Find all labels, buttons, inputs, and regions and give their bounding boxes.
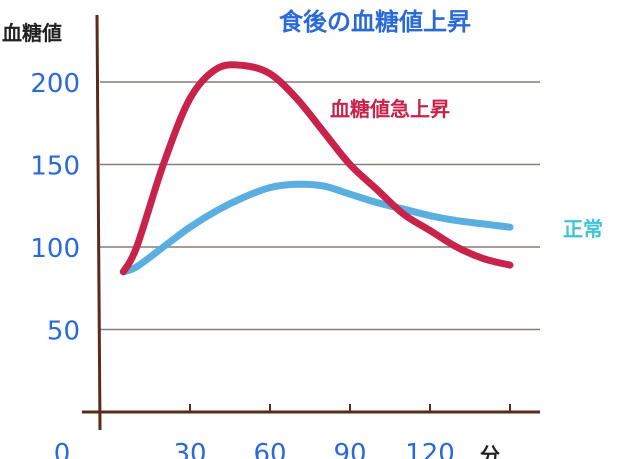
x-tick-label: 120 (405, 439, 455, 459)
series-label-normal: 正常 (563, 217, 603, 241)
x-axis-title: 分 (480, 443, 500, 459)
series-label-spike: 血糖値急上昇 (330, 97, 450, 121)
y-tick-label: 200 (30, 69, 80, 99)
x-tick-label: 90 (333, 439, 366, 459)
series-line-normal (119, 180, 514, 276)
grid-lines (100, 81, 540, 331)
chart-title: 食後の血糖値上昇 (279, 8, 471, 36)
x-tick-label: 60 (253, 439, 286, 459)
y-tick-label: 150 (30, 152, 80, 182)
y-tick-label: 100 (30, 234, 80, 264)
y-axis-title: 血糖値 (2, 21, 62, 45)
series-lines (119, 61, 514, 276)
x-tick-label: 30 (173, 439, 206, 459)
y-tick-label: 50 (47, 317, 80, 347)
series-line-spike (119, 61, 514, 276)
labels: 食後の血糖値上昇 血糖値 分 血糖値急上昇 正常 50 100 150 200 0 30 6… (2, 8, 603, 459)
x-tick-label: 0 (54, 439, 71, 459)
axes (82, 14, 540, 431)
y-axis-line (95, 14, 102, 431)
